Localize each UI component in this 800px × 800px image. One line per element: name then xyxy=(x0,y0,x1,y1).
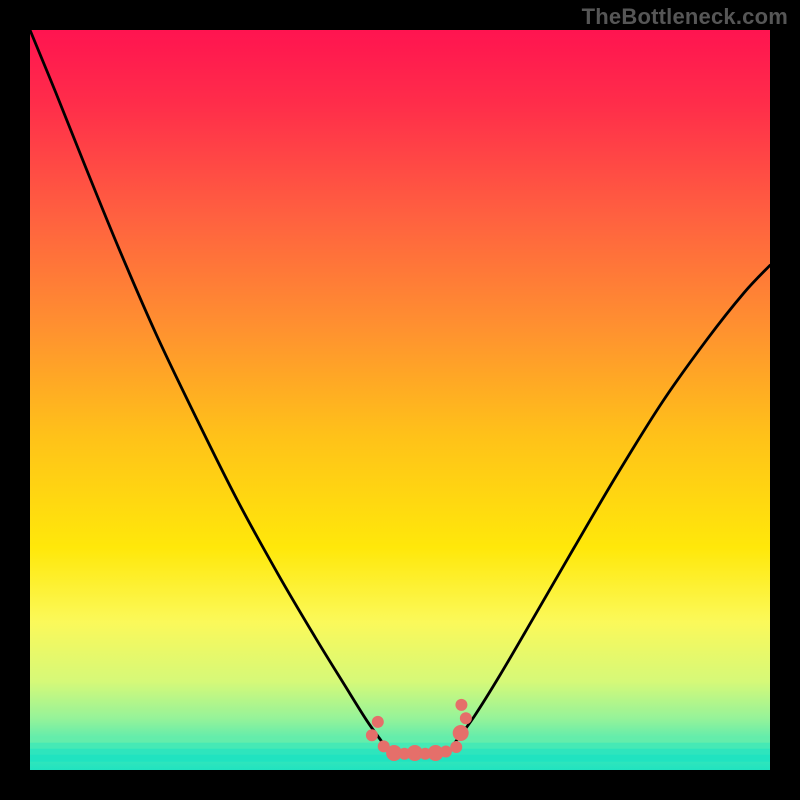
trough-marker xyxy=(450,741,462,753)
trough-marker xyxy=(440,746,452,758)
trough-marker xyxy=(460,712,472,724)
chart-frame: TheBottleneck.com xyxy=(0,0,800,800)
plot-background xyxy=(30,30,770,770)
trough-marker xyxy=(455,699,467,711)
watermark-text: TheBottleneck.com xyxy=(582,4,788,30)
bottom-stripe xyxy=(30,737,770,744)
trough-marker xyxy=(372,716,384,728)
bottleneck-chart xyxy=(0,0,800,800)
trough-marker xyxy=(366,729,378,741)
trough-marker xyxy=(453,725,469,741)
